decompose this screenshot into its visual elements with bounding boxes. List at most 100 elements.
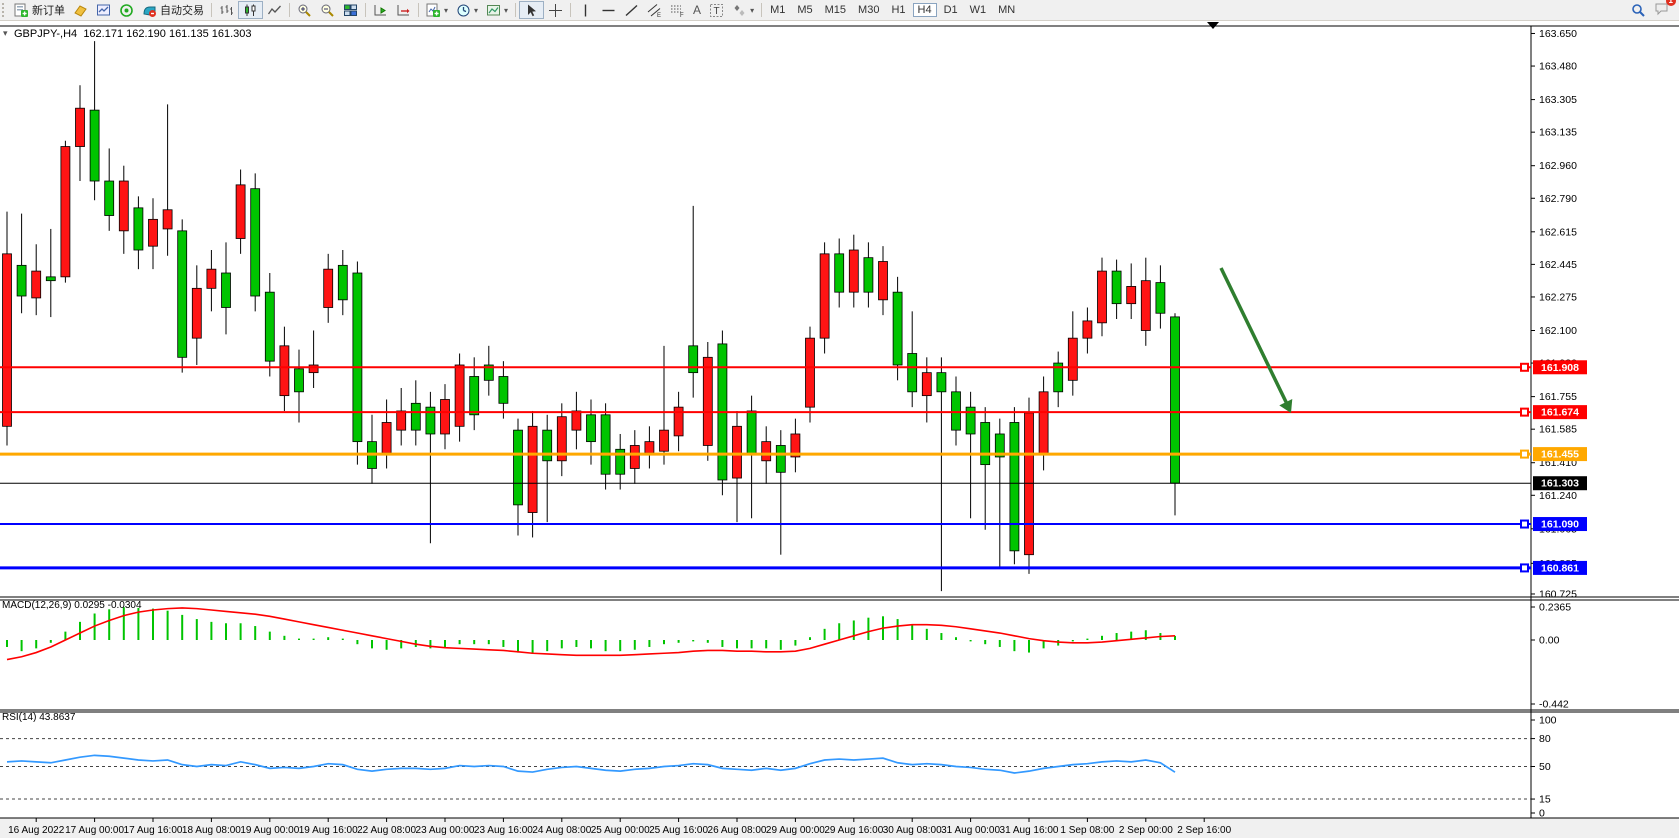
candle-body (133, 207, 144, 251)
fibonacci-tool[interactable]: F (666, 1, 689, 19)
candle-body (469, 376, 480, 416)
time-tick-label: 24 Aug 08:00 (532, 825, 591, 836)
candle-body (177, 230, 188, 358)
notification-badge: 1 (1665, 0, 1676, 6)
channel-icon: E (647, 3, 661, 18)
auto-scroll-button[interactable] (369, 1, 392, 19)
candle-body (235, 184, 246, 239)
template-icon (487, 4, 501, 15)
title-expand-caret[interactable]: ▾ (3, 28, 8, 38)
price-tick-label: 162.275 (1539, 291, 1577, 303)
toolbar-separator (418, 3, 419, 17)
favorites-button[interactable] (69, 1, 92, 19)
candle (75, 85, 85, 182)
price-tag-161.674-tag[interactable] (1533, 405, 1587, 420)
candle-body (761, 441, 772, 462)
candle (673, 391, 684, 452)
candle (367, 414, 377, 484)
chart-shift-marker[interactable] (1207, 22, 1219, 29)
candle (264, 273, 275, 377)
candle-body (878, 261, 888, 301)
candle (133, 196, 144, 270)
zoom-in-button[interactable] (293, 1, 316, 19)
candle (936, 357, 947, 592)
macd-indicator-label: MACD(12,26,9) 0.0295 -0.0304 (2, 600, 142, 611)
price-tag-161.455-handle[interactable] (1520, 449, 1529, 459)
vertical-line-tool[interactable] (574, 1, 597, 19)
auto-trading-button[interactable]: 自动交易 (138, 1, 208, 19)
time-tick-label: 30 Aug 08:00 (883, 825, 942, 836)
timeframe-H4[interactable]: H4 (912, 3, 937, 17)
price-tag-161.090[interactable]: 161.090 (1520, 517, 1587, 532)
timeframe-M15[interactable]: M15 (824, 4, 847, 16)
price-tag-161.908-tag[interactable] (1533, 360, 1587, 375)
zoom-out-button[interactable] (316, 1, 339, 19)
time-tick-label: 25 Aug 16:00 (649, 825, 708, 836)
toolbar: 新订单 自动交易 (0, 0, 1679, 21)
toolbar-grip[interactable] (2, 3, 8, 17)
text-tool[interactable]: A (689, 1, 705, 19)
tile-windows-icon (344, 4, 357, 16)
timeframe-H1[interactable]: H1 (891, 4, 906, 16)
tile-windows-button[interactable] (339, 1, 362, 19)
candle (396, 387, 407, 446)
fibonacci-icon: F (671, 5, 684, 18)
timeframe-MN[interactable]: MN (998, 4, 1016, 16)
price-tag-160.861[interactable]: 160.861 (1520, 560, 1587, 575)
price-tag-161.674-handle[interactable] (1520, 407, 1529, 417)
candle (1082, 307, 1093, 354)
candle-body (308, 364, 319, 374)
candle-body (396, 410, 407, 431)
templates-dropdown[interactable]: ▾ (482, 1, 512, 19)
price-tag-161.908-handle[interactable] (1520, 362, 1529, 372)
crosshair-tool-button[interactable] (544, 1, 567, 19)
search-icon[interactable] (1631, 3, 1646, 18)
time-axis[interactable]: 16 Aug 2022 17 Aug 00:00 17 Aug 16:00 18 Au… (8, 818, 1232, 836)
horizontal-line-tool[interactable] (597, 1, 620, 19)
arrows-dropdown[interactable]: ▾ (728, 1, 758, 19)
periods-dropdown[interactable]: ▾ (452, 1, 482, 19)
price-tag-161.090-tag[interactable] (1533, 517, 1587, 532)
candle (848, 234, 859, 308)
candle-body (1067, 337, 1078, 381)
bar-chart-button[interactable] (215, 1, 238, 19)
trend-arrow-annotation[interactable] (1219, 267, 1293, 413)
time-tick-label: 18 Aug 08:00 (182, 825, 241, 836)
price-axis[interactable]: 163.650 163.480 163.305 163.135 162.960 162.7… (1531, 28, 1577, 601)
text-label-tool[interactable]: T (705, 1, 728, 19)
candle-body (323, 268, 334, 308)
price-tag-160.861-handle[interactable] (1520, 563, 1529, 573)
candle-body (571, 410, 582, 431)
timeframe-M5[interactable]: M5 (797, 4, 813, 16)
timeframe-M1[interactable]: M1 (770, 4, 786, 16)
candle-body (951, 391, 961, 431)
timeframe-M30[interactable]: M30 (858, 4, 880, 16)
text-icon: A (693, 3, 702, 17)
price-tag-161.455-tag[interactable] (1533, 447, 1587, 462)
chart-shift-button[interactable] (392, 1, 415, 19)
timeframe-D1[interactable]: D1 (943, 4, 958, 16)
timeframe-W1[interactable]: W1 (969, 4, 987, 16)
price-tag-161.090-handle[interactable] (1520, 519, 1529, 529)
line-chart-button[interactable] (263, 1, 286, 19)
new-order-button[interactable]: 新订单 (10, 1, 69, 19)
price-tag-160.861-tag[interactable] (1533, 560, 1587, 575)
time-tick-label: 29 Aug 00:00 (766, 825, 825, 836)
price-tag-161.908[interactable]: 161.908 (1520, 360, 1587, 375)
rsi-axis-label: 15 (1539, 794, 1551, 806)
notifications-button[interactable]: 1 (1654, 0, 1676, 19)
new-chart-dropdown[interactable]: ▾ (422, 1, 452, 19)
time-tick-label: 22 Aug 08:00 (357, 825, 416, 836)
cursor-tool-button[interactable] (519, 1, 545, 19)
trendline-tool[interactable] (620, 1, 643, 19)
candlestick-chart-button[interactable] (238, 1, 263, 19)
favorites-icon (74, 4, 87, 17)
price-tag-161.455[interactable]: 161.455 (1520, 447, 1587, 462)
signals-button[interactable] (115, 1, 138, 19)
chart-window-button[interactable] (92, 1, 115, 19)
equidistant-channel-tool[interactable]: E (643, 1, 666, 19)
price-tag-161.674[interactable]: 161.674 (1520, 405, 1587, 420)
time-tick-label: 17 Aug 00:00 (65, 825, 124, 836)
